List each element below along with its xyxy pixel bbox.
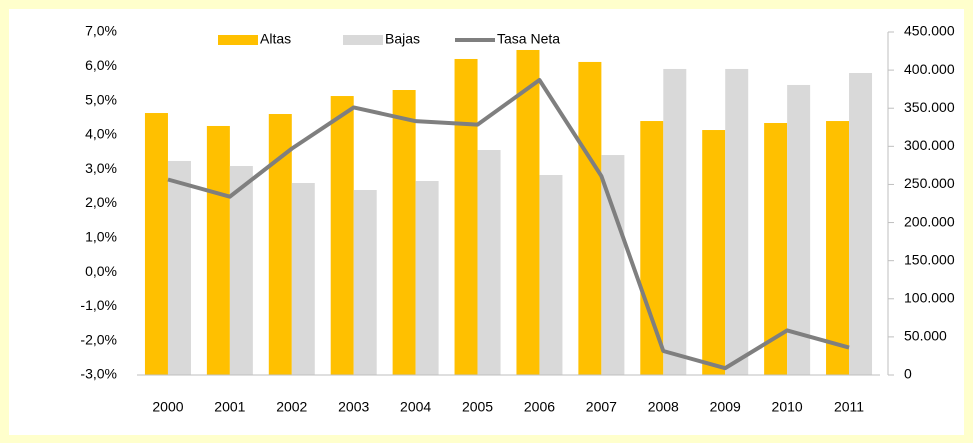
- y2-tick-label: 400.000: [904, 61, 955, 77]
- y-tick-label: 7,0%: [85, 23, 117, 39]
- x-tick-label: 2005: [462, 399, 493, 415]
- y-tick-label: 5,0%: [85, 91, 117, 107]
- y-tick-label: -2,0%: [80, 331, 117, 347]
- legend-label: Bajas: [385, 31, 420, 47]
- x-tick-label: 2009: [710, 399, 741, 415]
- bar: [702, 130, 726, 375]
- bar: [392, 90, 416, 375]
- bar: [578, 61, 602, 376]
- x-tick-label: 2000: [152, 399, 183, 415]
- x-tick-label: 2006: [524, 399, 555, 415]
- bar: [725, 68, 749, 376]
- y-tick-label: -3,0%: [80, 366, 117, 382]
- legend-swatch: [343, 35, 383, 45]
- y-tick-label: -1,0%: [80, 297, 117, 313]
- bar: [144, 113, 168, 375]
- x-tick-label: 2001: [214, 399, 245, 415]
- bar: [849, 73, 873, 375]
- y-tick-label: 2,0%: [85, 194, 117, 210]
- y2-tick-label: 0: [904, 366, 912, 382]
- legend-label: Altas: [260, 31, 291, 47]
- bar: [787, 84, 811, 376]
- bar: [640, 121, 664, 375]
- y2-tick-label: 50.000: [904, 328, 947, 344]
- y2-tick-label: 350.000: [904, 99, 955, 115]
- x-tick-label: 2004: [400, 399, 431, 415]
- bar: [539, 174, 563, 375]
- y-tick-label: 3,0%: [85, 160, 117, 176]
- bar: [330, 96, 354, 375]
- x-tick-label: 2007: [586, 399, 617, 415]
- y-tick-label: 0,0%: [85, 263, 117, 279]
- y-tick-label: 6,0%: [85, 57, 117, 73]
- line-series: [167, 78, 850, 371]
- bar: [268, 114, 292, 376]
- bar: [353, 190, 377, 375]
- y2-tick-label: 150.000: [904, 251, 955, 267]
- bar: [764, 123, 788, 375]
- bar: [477, 149, 501, 375]
- x-tick-label: 2002: [276, 399, 307, 415]
- bar: [663, 68, 687, 376]
- bar: [454, 58, 478, 375]
- bar: [415, 181, 439, 375]
- bar: [826, 121, 850, 375]
- x-tick-label: 2010: [772, 399, 803, 415]
- x-tick-label: 2008: [648, 399, 679, 415]
- bar: [206, 125, 230, 376]
- x-tick-label: 2003: [338, 399, 369, 415]
- legend-label: Tasa Neta: [497, 31, 560, 47]
- y-tick-label: 4,0%: [85, 126, 117, 142]
- bar: [229, 165, 253, 375]
- y2-tick-label: 300.000: [904, 137, 955, 153]
- y-tick-label: 1,0%: [85, 229, 117, 245]
- y2-tick-label: 250.000: [904, 175, 955, 191]
- legend-swatch: [218, 35, 258, 45]
- x-tick-label: 2011: [834, 399, 864, 415]
- bar: [291, 182, 315, 375]
- bar: [601, 155, 625, 375]
- bar: [516, 49, 540, 376]
- y2-tick-label: 200.000: [904, 213, 955, 229]
- bar: [167, 160, 191, 375]
- y2-tick-label: 450.000: [904, 23, 955, 39]
- y2-tick-label: 100.000: [904, 289, 955, 305]
